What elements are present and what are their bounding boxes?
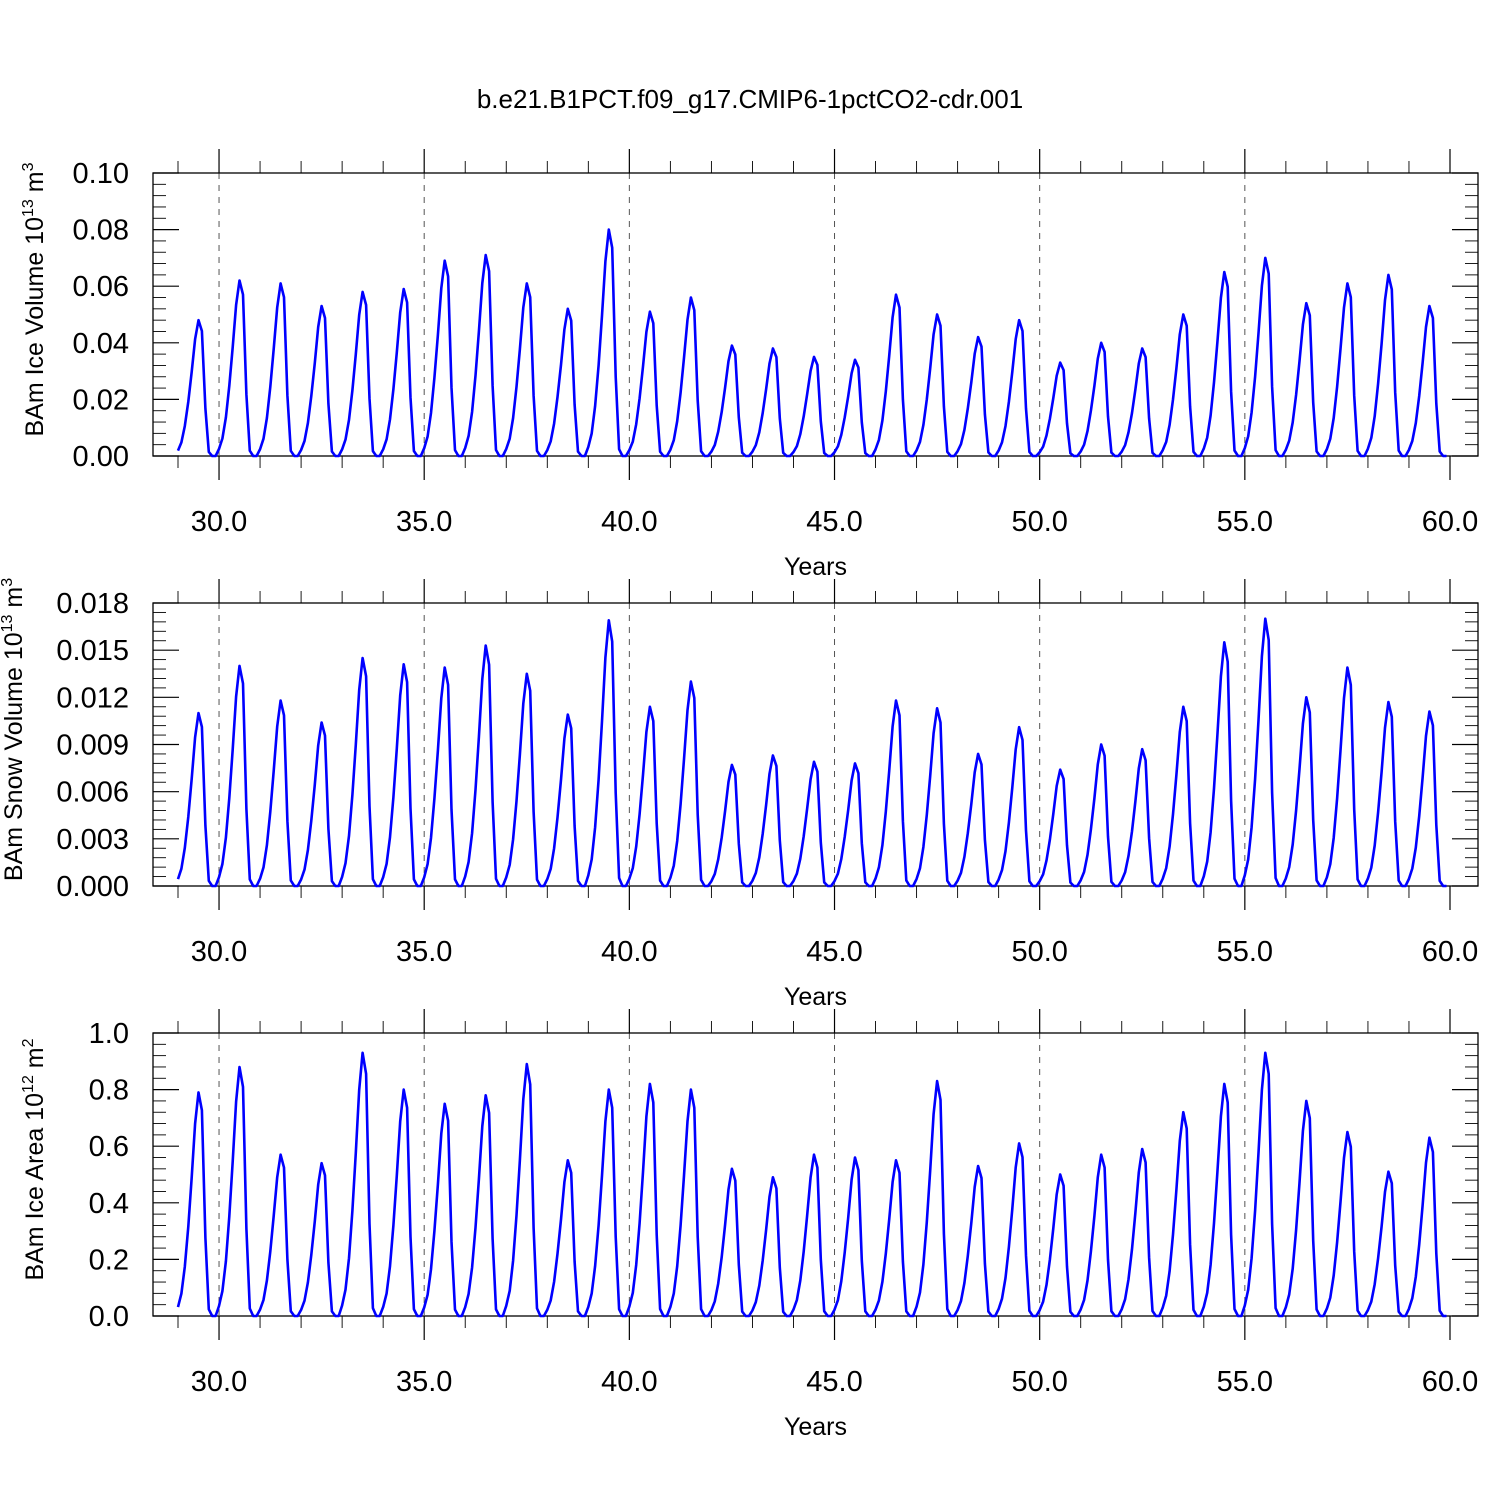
y-tick-label: 0.04 (73, 328, 129, 360)
x-tick-label: 50.0 (1011, 506, 1067, 538)
y-tick-label: 0.8 (89, 1075, 129, 1107)
x-tick-label: 40.0 (601, 936, 657, 968)
x-tick-label: 60.0 (1422, 936, 1478, 968)
x-tick-label: 35.0 (396, 1366, 452, 1398)
panel-2: 0.000 0.003 0.006 0.009 0.012 0.015 0.018 30.0 3… (0, 578, 1479, 1011)
y-axis-label: BAm Ice Volume 1013 m3 (20, 162, 49, 436)
y-tick-label: 0.6 (89, 1131, 129, 1163)
y-tick-label: 0.02 (73, 384, 129, 416)
x-tick-label: 30.0 (191, 1366, 247, 1398)
chart-title: b.e21.B1PCT.f09_g17.CMIP6-1pctCO2-cdr.00… (477, 84, 1023, 114)
y-tick-label: 0.4 (89, 1188, 129, 1220)
y-tick-label: 0.2 (89, 1244, 129, 1276)
x-axis-label: Years (784, 983, 847, 1011)
x-tick-label: 30.0 (191, 506, 247, 538)
x-tick-label: 40.0 (601, 1366, 657, 1398)
y-tick-label: 0.006 (56, 777, 129, 809)
x-tick-label: 55.0 (1217, 1366, 1273, 1398)
x-tick-label: 45.0 (806, 1366, 862, 1398)
y-tick-label: 0.00 (73, 441, 129, 473)
x-tick-label: 35.0 (396, 506, 452, 538)
y-tick-label: 0.10 (73, 158, 129, 190)
plot-frame (152, 172, 1479, 457)
y-tick-label: 0.018 (56, 588, 129, 620)
panel-3: 0.0 0.2 0.4 0.6 0.8 1.0 30.0 35.0 40.0 45.0 50.0 55… (20, 1009, 1479, 1441)
x-tick-label: 55.0 (1217, 506, 1273, 538)
y-tick-label: 0.0 (89, 1301, 129, 1333)
x-tick-label: 55.0 (1217, 936, 1273, 968)
panels: 0.00 0.02 0.04 0.06 0.08 0.10 30.0 35.0 40.0 45.0… (0, 149, 1479, 1441)
x-axis-label: Years (784, 1413, 847, 1441)
series-line (176, 228, 1447, 458)
y-tick-label: 0.015 (56, 635, 129, 667)
series-line (176, 1051, 1447, 1318)
x-tick-label: 60.0 (1422, 1366, 1478, 1398)
y-tick-label: 0.000 (56, 871, 129, 903)
plot-frame (152, 1032, 1479, 1317)
y-axis-label: BAm Snow Volume 1013 m3 (0, 578, 28, 881)
x-tick-label: 50.0 (1011, 1366, 1067, 1398)
y-tick-label: 0.06 (73, 271, 129, 303)
y-tick-label: 0.003 (56, 824, 129, 856)
y-tick-label: 0.009 (56, 730, 129, 762)
x-tick-label: 45.0 (806, 936, 862, 968)
x-tick-label: 50.0 (1011, 936, 1067, 968)
y-tick-label: 0.08 (73, 215, 129, 247)
x-tick-label: 35.0 (396, 936, 452, 968)
x-tick-label: 45.0 (806, 506, 862, 538)
y-tick-label: 1.0 (89, 1018, 129, 1050)
x-axis-label: Years (784, 553, 847, 581)
y-tick-label: 0.012 (56, 682, 129, 714)
x-tick-label: 40.0 (601, 506, 657, 538)
series-line (176, 617, 1447, 888)
x-tick-label: 30.0 (191, 936, 247, 968)
y-axis-label: BAm Ice Area 1012 m2 (20, 1038, 49, 1280)
x-tick-label: 60.0 (1422, 506, 1478, 538)
plot-frame (152, 602, 1479, 887)
panel-1: 0.00 0.02 0.04 0.06 0.08 0.10 30.0 35.0 40.0 45.0… (20, 149, 1479, 581)
